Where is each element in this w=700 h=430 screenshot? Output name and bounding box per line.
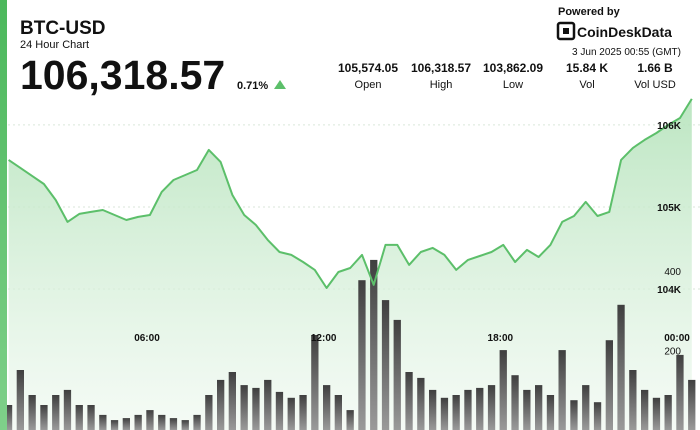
- subtitle: 24 Hour Chart: [20, 39, 89, 51]
- volume-bar: [476, 387, 484, 430]
- volume-bar: [664, 395, 672, 430]
- volume-bar: [652, 397, 661, 430]
- volume-bar: [641, 389, 649, 430]
- volume-bar: [158, 414, 166, 430]
- volume-bar: [605, 340, 613, 430]
- volume-bar: [593, 402, 602, 430]
- volume-bar: [63, 389, 72, 430]
- x-tick-label: 00:00: [664, 333, 690, 344]
- stat-value: 15.84 K: [566, 61, 608, 75]
- volume-bar: [688, 379, 696, 430]
- volume-bar: [323, 385, 331, 430]
- ticker: BTC-USD: [20, 18, 106, 39]
- volume-bar: [617, 304, 625, 430]
- volume-bar: [429, 389, 437, 430]
- volume-bar: [99, 414, 107, 430]
- price-line: [8, 98, 693, 289]
- x-tick-label: 12:00: [311, 333, 337, 344]
- stat-value: 1.66 B: [637, 61, 673, 75]
- volume-bar: [240, 385, 248, 430]
- volume-bar: [40, 405, 48, 430]
- stats: 105,574.05 Open 106,318.57 High 103,862.09 Lo…: [338, 61, 676, 91]
- volume-bar: [311, 335, 319, 430]
- volume-bar: [393, 319, 401, 430]
- volume-bar: [676, 354, 684, 430]
- volume-bar: [535, 385, 543, 430]
- current-price: 106,318.57: [20, 52, 225, 98]
- y-tick-label: 106K: [657, 121, 682, 132]
- volume-bar: [4, 405, 13, 430]
- y2-tick-label: 400: [664, 267, 681, 278]
- timestamp: 3 Jun 2025 00:55 (GMT): [572, 47, 681, 58]
- volume-bar: [511, 375, 519, 430]
- volume-bar: [169, 418, 178, 430]
- volume-bar: [52, 395, 60, 430]
- volume-bar: [334, 395, 342, 430]
- stat-value: 106,318.57: [411, 61, 471, 75]
- y2-tick-label: 200: [664, 347, 681, 358]
- up-arrow: [274, 80, 286, 89]
- x-tick-label: 18:00: [488, 333, 514, 344]
- volume-bar: [452, 395, 460, 430]
- x-tick-label: 06:00: [134, 333, 160, 344]
- plot-area: 200 400 104K 105K 106K 06:00 12:00 18:00 00:00: [4, 98, 700, 430]
- volume-bar: [122, 418, 130, 430]
- y-tick-label: 105K: [657, 203, 682, 214]
- y-tick-label: 104K: [657, 285, 682, 296]
- powered-by: Powered by: [558, 6, 621, 18]
- volume-bar: [75, 405, 83, 430]
- volume-bar: [546, 395, 555, 430]
- volume-bar: [217, 379, 225, 430]
- volume-bar: [193, 414, 201, 430]
- volume-bar: [381, 300, 390, 430]
- volume-bar: [440, 397, 449, 430]
- volume-bar: [28, 395, 36, 430]
- stat-label: High: [430, 79, 453, 91]
- volume-bar: [275, 391, 284, 430]
- volume-bar: [264, 379, 272, 430]
- volume-bar: [629, 370, 637, 430]
- volume-bar: [205, 395, 213, 430]
- volume-bar: [346, 410, 354, 430]
- volume-bar: [287, 397, 295, 430]
- volume-bar: [299, 395, 307, 430]
- brand: CoinDeskData: [577, 24, 672, 40]
- volume-bar: [110, 420, 119, 430]
- accent-strip: [0, 0, 7, 430]
- volume-bar: [87, 405, 95, 430]
- stat-label: Vol: [579, 79, 594, 91]
- volume-bar: [523, 389, 531, 430]
- volume-bar: [228, 372, 236, 430]
- brand-logo: [556, 21, 576, 41]
- volume-bar: [134, 414, 142, 430]
- change-percent: 0.71%: [237, 80, 268, 92]
- volume-bar: [181, 420, 189, 430]
- volume-bar: [558, 350, 566, 430]
- volume-bar: [417, 377, 425, 430]
- volume-bar: [370, 259, 378, 430]
- stat-label: Open: [355, 79, 382, 91]
- stat-label: Vol USD: [634, 79, 676, 91]
- volume-bar: [487, 385, 496, 430]
- volume-bar: [570, 400, 578, 430]
- price-area: [8, 98, 692, 430]
- stat-label: Low: [503, 79, 523, 91]
- volume-bar: [16, 370, 24, 430]
- volume-bar: [464, 389, 472, 430]
- volume-bar: [252, 387, 260, 430]
- volume-bar: [405, 372, 413, 430]
- volume-bar: [146, 410, 154, 430]
- volume-bar: [582, 385, 590, 430]
- stat-value: 103,862.09: [483, 61, 543, 75]
- volume-bar: [358, 280, 366, 430]
- stat-value: 105,574.05: [338, 61, 398, 75]
- volume-bar: [499, 350, 507, 430]
